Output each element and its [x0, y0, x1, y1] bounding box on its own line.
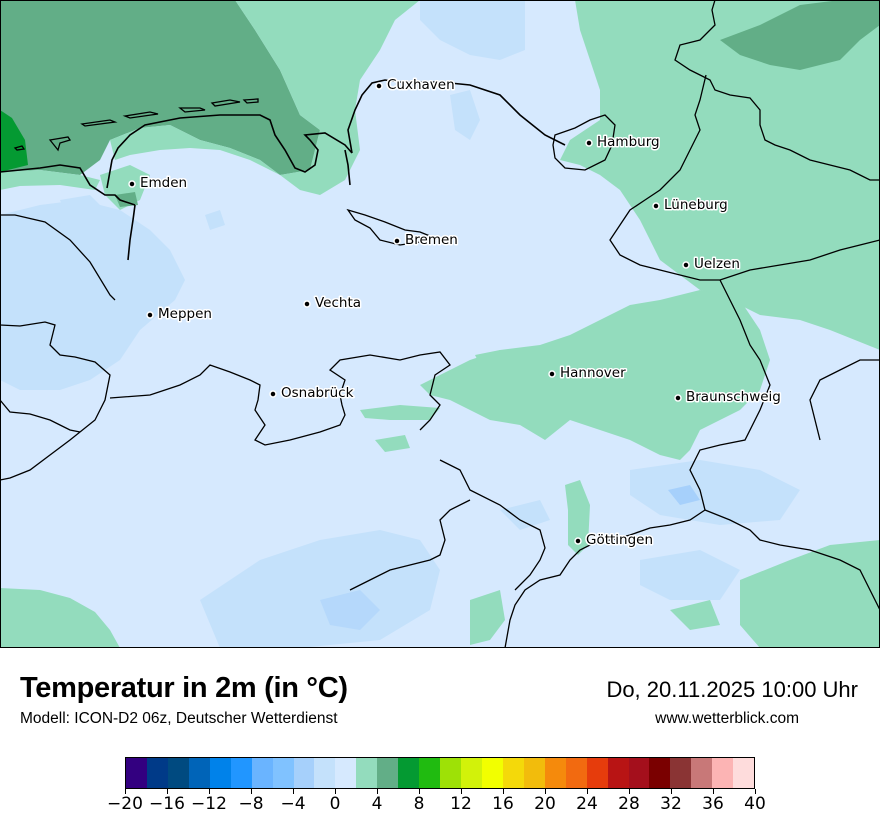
tick-label: 32: [660, 794, 682, 814]
svg-text:Emden: Emden: [140, 175, 187, 191]
city-braunschweig: Braunschweig: [674, 388, 782, 407]
city-cuxhaven: Cuxhaven: [375, 76, 456, 95]
colorbar-segment: [461, 758, 482, 788]
tick-mark: [208, 789, 210, 794]
colorbar-segment: [126, 758, 147, 788]
city-bremen: Bremen: [393, 231, 459, 250]
tick-label: 4: [371, 794, 383, 814]
tick-mark: [124, 789, 126, 794]
colorbar-segment: [481, 758, 503, 788]
tick-mark: [292, 789, 294, 794]
colorbar-segment: [628, 758, 650, 788]
city-uelzen: Uelzen: [682, 255, 741, 274]
valid-datetime: Do, 20.11.2025 10:00 Uhr: [606, 677, 858, 702]
tick-label: 28: [618, 794, 640, 814]
colorbar-segment: [586, 758, 608, 788]
svg-text:Braunschweig: Braunschweig: [686, 389, 781, 405]
city-vechta: Vechta: [303, 294, 363, 313]
colorbar-segment: [544, 758, 566, 788]
colorbar-segment: [565, 758, 587, 788]
svg-text:Osnabrück: Osnabrück: [281, 385, 354, 401]
tick-label: 12: [450, 794, 472, 814]
tick-label: −16: [149, 794, 185, 814]
tick-label: 36: [702, 794, 724, 814]
svg-text:Göttingen: Göttingen: [586, 532, 653, 548]
colorbar-segment: [419, 758, 441, 788]
colorbar-segment: [607, 758, 629, 788]
tick-mark: [502, 789, 504, 794]
svg-text:Bremen: Bremen: [405, 232, 458, 248]
city-osnabrueck: Osnabrück: [269, 384, 355, 403]
tick-label: 8: [413, 794, 425, 814]
tick-mark: [586, 789, 588, 794]
temperature-map: Cuxhaven Hamburg Emden Lüneburg Bremen U…: [0, 0, 880, 648]
tick-mark: [376, 789, 378, 794]
colorbar-segment: [272, 758, 294, 788]
colorbar-segment: [146, 758, 168, 788]
colorbar-segment: [733, 758, 755, 788]
tick-mark: [670, 789, 672, 794]
tick-label: 40: [744, 794, 766, 814]
tick-mark: [166, 789, 168, 794]
tick-mark: [754, 789, 756, 794]
tick-label: −12: [191, 794, 227, 814]
tick-mark: [544, 789, 546, 794]
colorbar-segment: [523, 758, 545, 788]
colorbar-segment: [356, 758, 378, 788]
city-meppen: Meppen: [146, 305, 213, 324]
temperature-colorbar: [125, 757, 755, 789]
svg-text:Vechta: Vechta: [315, 295, 361, 311]
colorbar-segment: [335, 758, 357, 788]
svg-text:Uelzen: Uelzen: [694, 256, 740, 272]
colorbar-segment: [712, 758, 734, 788]
colorbar-segment: [167, 758, 189, 788]
tick-label: 20: [534, 794, 556, 814]
model-source: Modell: ICON-D2 06z, Deutscher Wetterdie…: [20, 710, 338, 727]
colorbar-ticks: −20 −16 −12 −8 −4 0 4 8 12 16 20 24 28 32 36 40: [107, 789, 766, 819]
svg-text:Lüneburg: Lüneburg: [664, 197, 728, 213]
colorbar-segment: [502, 758, 524, 788]
colorbar-segment: [649, 758, 671, 788]
svg-text:Hannover: Hannover: [560, 365, 626, 381]
city-emden: Emden: [128, 174, 189, 193]
city-hannover: Hannover: [548, 364, 628, 383]
tick-mark: [334, 789, 336, 794]
colorbar-segment: [251, 758, 273, 788]
colorbar-segment: [691, 758, 713, 788]
tick-mark: [460, 789, 462, 794]
colorbar-segment: [377, 758, 399, 788]
colorbar-segment: [293, 758, 315, 788]
colorbar-segment: [670, 758, 692, 788]
city-goettingen: Göttingen: [574, 531, 655, 550]
tick-mark: [712, 789, 714, 794]
svg-text:Meppen: Meppen: [158, 306, 212, 322]
city-lueneburg: Lüneburg: [652, 196, 729, 215]
colorbar-segment: [440, 758, 461, 788]
chart-title: Temperatur in 2m (in °C): [20, 672, 348, 704]
colorbar-segment: [209, 758, 231, 788]
tick-label: −4: [280, 794, 306, 814]
colorbar-segment: [314, 758, 336, 788]
colorbar-segment: [188, 758, 210, 788]
tick-label: 24: [576, 794, 598, 814]
website-link[interactable]: www.wetterblick.com: [655, 710, 799, 727]
tick-mark: [628, 789, 630, 794]
tick-mark: [418, 789, 420, 794]
tick-label: 16: [492, 794, 514, 814]
svg-text:Hamburg: Hamburg: [597, 134, 660, 150]
tick-label: −20: [107, 794, 143, 814]
tick-mark: [250, 789, 252, 794]
tick-label: 0: [329, 794, 341, 814]
colorbar-segment: [398, 758, 420, 788]
colorbar-segment: [230, 758, 252, 788]
city-markers: Cuxhaven Hamburg Emden Lüneburg Bremen U…: [128, 76, 782, 550]
city-hamburg: Hamburg: [585, 133, 661, 152]
svg-text:Cuxhaven: Cuxhaven: [387, 77, 455, 93]
tick-label: −8: [238, 794, 264, 814]
